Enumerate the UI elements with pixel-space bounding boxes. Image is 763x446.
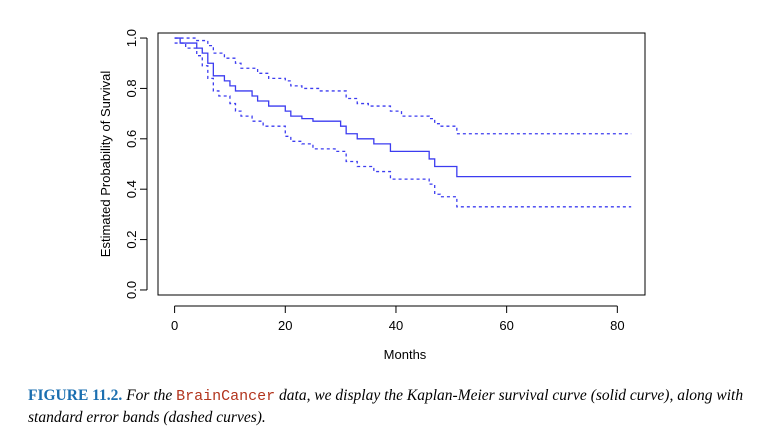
x-tick-label: 0 xyxy=(171,318,178,333)
y-tick-label: 0.8 xyxy=(124,79,139,97)
y-axis: 0.0 0.2 0.4 0.6 0.8 1.0 xyxy=(124,29,148,299)
y-tick-label: 0.2 xyxy=(124,231,139,249)
x-tick-label: 60 xyxy=(499,318,513,333)
y-tick-label: 0.0 xyxy=(124,281,139,299)
standard-error-band-curve xyxy=(174,37,632,135)
figure-label: FIGURE 11.2. xyxy=(28,387,123,404)
x-axis-title: Months xyxy=(384,347,427,362)
kaplan-meier-curve xyxy=(174,37,632,178)
caption-text-after: data, we display the Kaplan-Meier surviv… xyxy=(28,387,744,426)
plot-frame xyxy=(157,32,646,296)
x-tick-label: 80 xyxy=(610,318,624,333)
figure-caption: FIGURE 11.2. For the BrainCancer data, w… xyxy=(28,385,748,428)
survival-curves xyxy=(174,37,632,208)
x-axis: 0 20 40 60 80 xyxy=(171,305,625,333)
survival-chart: 0 20 40 60 80 0.0 0.2 0.4 0.6 0.8 1.0 Months Esti… xyxy=(98,29,646,362)
y-tick-label: 1.0 xyxy=(124,29,139,47)
y-axis-title: Estimated Probability of Survival xyxy=(98,71,113,258)
caption-text-before: For the xyxy=(122,387,177,404)
y-tick-label: 0.4 xyxy=(124,180,139,198)
y-tick-label: 0.6 xyxy=(124,130,139,148)
x-tick-label: 20 xyxy=(278,318,292,333)
dataset-name: BrainCancer xyxy=(176,388,276,405)
standard-error-band-curve xyxy=(174,42,632,208)
x-tick-label: 40 xyxy=(389,318,403,333)
